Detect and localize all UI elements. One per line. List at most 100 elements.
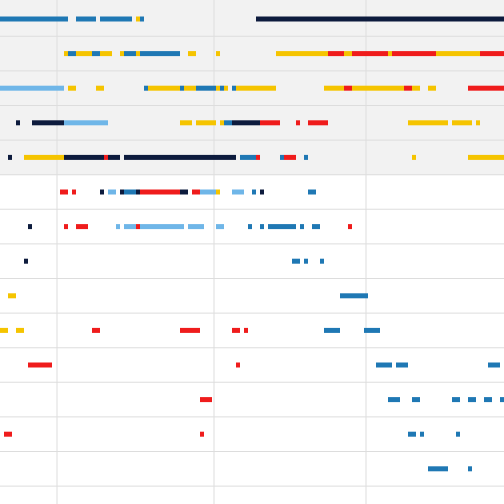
data-point bbox=[428, 16, 432, 22]
data-point bbox=[320, 120, 324, 126]
data-point bbox=[220, 85, 224, 91]
data-point bbox=[320, 16, 324, 22]
data-point bbox=[48, 120, 52, 126]
data-point bbox=[68, 85, 72, 91]
data-point bbox=[308, 189, 312, 195]
data-point bbox=[408, 51, 412, 57]
data-point bbox=[404, 362, 408, 368]
data-point bbox=[456, 51, 460, 57]
data-point bbox=[216, 224, 220, 230]
data-point bbox=[340, 51, 344, 57]
data-point bbox=[348, 224, 352, 230]
data-point bbox=[116, 224, 120, 230]
data-point bbox=[292, 154, 296, 160]
data-point bbox=[500, 16, 504, 22]
data-point bbox=[260, 85, 264, 91]
data-point bbox=[60, 16, 64, 22]
data-point bbox=[84, 154, 88, 160]
data-point bbox=[408, 16, 412, 22]
data-point bbox=[484, 51, 488, 57]
data-point bbox=[200, 397, 204, 403]
data-point bbox=[52, 16, 56, 22]
data-point bbox=[4, 327, 8, 333]
data-point bbox=[280, 51, 284, 57]
data-point bbox=[260, 120, 264, 126]
data-point bbox=[20, 327, 24, 333]
data-point bbox=[432, 16, 436, 22]
data-point bbox=[204, 120, 208, 126]
data-point bbox=[64, 224, 68, 230]
data-point bbox=[0, 85, 4, 91]
data-point bbox=[188, 154, 192, 160]
data-point bbox=[372, 51, 376, 57]
data-point bbox=[364, 51, 368, 57]
data-point bbox=[316, 51, 320, 57]
data-point bbox=[480, 85, 484, 91]
data-point bbox=[124, 189, 128, 195]
data-point bbox=[372, 85, 376, 91]
data-point bbox=[76, 51, 80, 57]
data-point bbox=[196, 327, 200, 333]
data-point bbox=[120, 51, 124, 57]
data-point bbox=[24, 258, 28, 264]
data-point bbox=[260, 224, 264, 230]
data-point bbox=[232, 189, 236, 195]
data-point bbox=[196, 85, 200, 91]
data-point bbox=[28, 154, 32, 160]
data-point bbox=[348, 51, 352, 57]
data-point bbox=[388, 16, 392, 22]
data-point bbox=[8, 431, 12, 437]
data-point bbox=[304, 258, 308, 264]
data-point bbox=[324, 327, 328, 333]
data-point bbox=[128, 16, 132, 22]
data-point bbox=[444, 51, 448, 57]
data-point bbox=[364, 327, 368, 333]
data-point bbox=[0, 327, 4, 333]
data-point bbox=[400, 85, 404, 91]
data-point bbox=[388, 85, 392, 91]
data-point bbox=[168, 85, 172, 91]
data-point bbox=[212, 85, 216, 91]
data-point bbox=[396, 16, 400, 22]
data-point bbox=[284, 154, 288, 160]
data-point bbox=[284, 224, 288, 230]
dot-mark-layer bbox=[0, 16, 504, 472]
data-point bbox=[156, 154, 160, 160]
data-point bbox=[452, 16, 456, 22]
data-point bbox=[436, 466, 440, 472]
data-point bbox=[492, 16, 496, 22]
data-point bbox=[40, 120, 44, 126]
data-point bbox=[432, 120, 436, 126]
data-point bbox=[60, 154, 64, 160]
data-point bbox=[220, 154, 224, 160]
data-point bbox=[348, 293, 352, 299]
data-point bbox=[404, 51, 408, 57]
data-point bbox=[388, 397, 392, 403]
data-point bbox=[232, 327, 236, 333]
data-point bbox=[272, 85, 276, 91]
data-point bbox=[424, 51, 428, 57]
data-point bbox=[348, 16, 352, 22]
data-point bbox=[400, 362, 404, 368]
data-point bbox=[8, 85, 12, 91]
data-point bbox=[132, 224, 136, 230]
data-point bbox=[312, 224, 316, 230]
data-point bbox=[276, 120, 280, 126]
data-point bbox=[300, 16, 304, 22]
data-point bbox=[256, 154, 260, 160]
data-point bbox=[76, 154, 80, 160]
data-point bbox=[324, 51, 328, 57]
data-point bbox=[464, 16, 468, 22]
data-point bbox=[484, 16, 488, 22]
data-point bbox=[488, 397, 492, 403]
data-point bbox=[216, 189, 220, 195]
data-point bbox=[204, 154, 208, 160]
data-point bbox=[24, 16, 28, 22]
data-point bbox=[140, 189, 144, 195]
data-point bbox=[484, 397, 488, 403]
data-point bbox=[236, 120, 240, 126]
data-point bbox=[220, 120, 224, 126]
data-point bbox=[224, 120, 228, 126]
data-point bbox=[224, 85, 228, 91]
data-point bbox=[240, 189, 244, 195]
